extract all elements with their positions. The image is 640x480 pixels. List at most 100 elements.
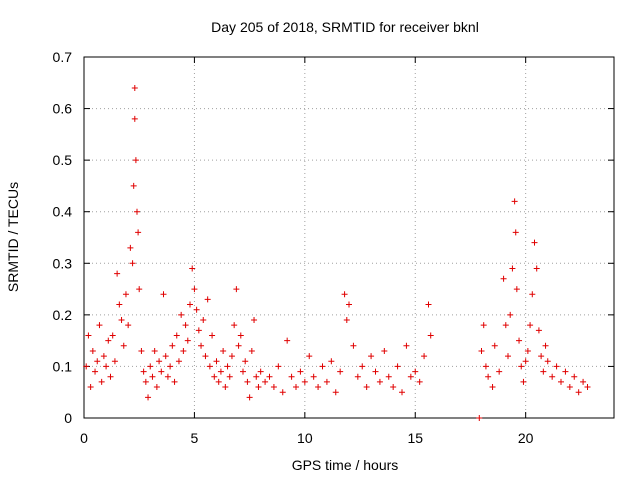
data-point [500,275,507,282]
data-point [558,378,564,385]
chart-title: Day 205 of 2018, SRMTID for receiver bkn… [211,19,479,35]
data-point [109,332,116,339]
data-point [211,373,218,380]
data-point [531,239,538,246]
data-point [363,384,370,391]
data-point [427,332,434,339]
data-point [262,378,269,385]
data-point [337,368,344,375]
data-point [301,378,308,385]
data-point [513,286,520,293]
data-point [103,363,110,370]
data-point [346,301,352,308]
data-point [136,286,143,293]
data-point [131,115,138,122]
data-point [111,358,118,365]
data-point [116,301,123,308]
data-point [135,229,142,236]
data-point [416,378,423,385]
y-tick-label: 0.6 [53,101,73,117]
data-point [173,332,180,339]
data-point [244,378,251,385]
data-point [178,311,185,318]
data-point [407,373,414,380]
data-point [153,384,160,391]
data-point [253,373,260,380]
tick-labels: 0 5 10 15 20 0 0.1 0.2 0.3 0.4 0.5 0.6 0.7 [53,49,534,446]
data-point [213,358,220,365]
data-point [235,342,242,349]
data-point [92,368,99,375]
y-tick-label: 0.2 [53,307,73,323]
data-point [476,415,483,421]
data-point [328,358,335,365]
data-point [142,378,149,385]
data-point [215,378,222,385]
data-point [140,368,147,375]
data-point [132,157,139,164]
data-point [323,378,330,385]
data-points [83,84,591,421]
data-point [279,389,286,396]
data-point [425,301,432,308]
data-point [180,347,187,354]
data-point [315,384,322,391]
data-point [544,358,551,365]
data-point [246,394,253,401]
data-point [412,368,419,375]
data-point [96,322,103,329]
data-point [198,342,205,349]
data-point [222,384,229,391]
data-point [527,322,534,329]
data-point [480,322,487,329]
data-point [195,327,202,334]
data-point [129,260,136,267]
data-point [237,332,244,339]
data-point [549,373,556,380]
data-point [512,229,519,236]
x-tick-label: 0 [80,430,88,446]
y-tick-label: 0.5 [53,152,73,168]
data-point [130,182,137,189]
data-point [284,337,291,344]
data-point [310,373,317,380]
data-point [575,389,582,396]
data-point [518,363,525,370]
data-point [533,265,540,272]
data-point [566,384,573,391]
data-point [341,291,348,298]
data-point [580,378,587,385]
data-point [522,358,529,365]
data-point [507,311,514,318]
data-point [127,244,134,251]
plot-frame [83,56,615,419]
data-point [114,270,121,277]
data-point [489,384,496,391]
data-point [354,373,361,380]
y-tick-label: 0.7 [53,49,73,65]
data-point [496,368,503,375]
data-point [293,384,299,391]
x-tick-label: 20 [518,430,534,446]
data-point [131,84,138,91]
data-point [553,363,560,370]
data-point [189,265,196,272]
data-point [134,208,140,215]
data-point [399,389,405,396]
data-point [105,337,112,344]
data-point [206,363,213,370]
data-point [535,327,542,334]
data-point [118,317,125,324]
data-point [502,322,509,329]
data-point [184,337,191,344]
data-point [359,363,366,370]
y-tick-label: 0.1 [53,358,73,374]
data-point [529,291,536,298]
data-point [147,363,154,370]
data-point [571,373,578,380]
data-point [516,337,523,344]
data-point [167,363,174,370]
data-point [87,384,94,391]
data-point [224,363,231,370]
